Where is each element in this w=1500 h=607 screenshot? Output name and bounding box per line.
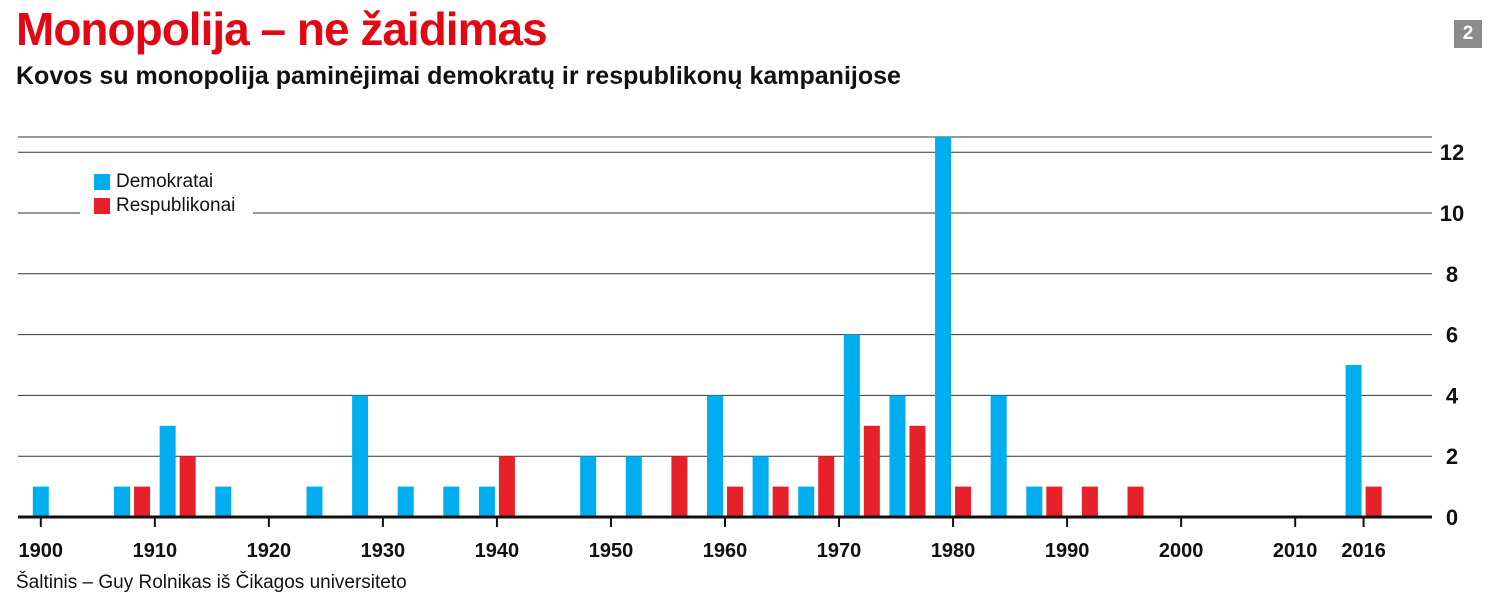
- bar-demokratai-1960: [707, 395, 723, 517]
- bar-demokratai-1936: [443, 486, 460, 517]
- y-tick-label: 2: [1446, 444, 1458, 469]
- y-tick-label: 4: [1446, 383, 1459, 408]
- chart-title: Monopolija – ne žaidimas: [16, 3, 548, 55]
- bar-demokratai-1964: [752, 456, 769, 517]
- x-tick-label: 1950: [589, 540, 634, 562]
- bar-respublikonai-1996: [1127, 486, 1144, 517]
- legend-label-respublikonai: Respublikonai: [116, 195, 236, 216]
- bar-demokratai-1980: [935, 137, 952, 517]
- bar-demokratai-1900: [32, 486, 49, 517]
- bar-respublikonai-1940: [498, 456, 515, 517]
- bar-demokratai-1984: [990, 395, 1007, 517]
- bar-demokratai-1976: [889, 395, 906, 517]
- x-tick-label: 1960: [703, 540, 748, 562]
- legend-swatch-respublikonai: [94, 198, 110, 214]
- legend-item-respublikonai: Respublikonai: [94, 194, 235, 218]
- x-tick-label: 2000: [1159, 540, 1204, 562]
- bar-respublikonai-1908: [134, 486, 151, 517]
- bar-respublikonai-1912: [179, 456, 196, 517]
- bar-respublikonai-2016: [1365, 486, 1382, 517]
- bar-demokratai-1912: [159, 425, 176, 517]
- x-tick-label: 1910: [133, 540, 178, 562]
- bar-respublikonai-1964: [772, 486, 789, 517]
- y-tick-label: 0: [1446, 505, 1458, 530]
- x-tick-label: 1940: [475, 540, 520, 562]
- bar-demokratai-1908: [114, 486, 131, 517]
- y-tick-label: 8: [1446, 262, 1458, 287]
- bar-respublikonai-1980: [955, 486, 972, 517]
- x-tick-label: 1920: [247, 540, 292, 562]
- legend-label-demokratai: Demokratai: [116, 171, 214, 192]
- x-tick-label: 1980: [931, 540, 976, 562]
- bar-demokratai-1948: [580, 456, 597, 517]
- chart-subtitle: Kovos su monopolija paminėjimai demokrat…: [16, 62, 901, 90]
- chart-legend: Demokratai Respublikonai: [80, 170, 254, 218]
- bar-respublikonai-1988: [1046, 486, 1063, 517]
- y-tick-label: 10: [1440, 201, 1464, 226]
- bar-demokratai-1932: [397, 486, 414, 517]
- legend-swatch-demokratai: [94, 174, 110, 190]
- source-note: Šaltinis – Guy Rolnikas iš Čikagos unive…: [16, 572, 407, 593]
- x-tick-label: 1970: [817, 540, 862, 562]
- x-tick-label: 2016: [1341, 540, 1386, 562]
- bar-demokratai-1972: [843, 334, 860, 517]
- bar-respublikonai-1976: [909, 425, 926, 517]
- x-tick-label: 1930: [361, 540, 406, 562]
- y-tick-label: 6: [1446, 323, 1458, 348]
- bar-respublikonai-1992: [1081, 486, 1098, 517]
- bar-demokratai-1924: [306, 486, 323, 517]
- bar-demokratai-1916: [215, 486, 232, 517]
- bar-demokratai-1988: [1026, 486, 1043, 517]
- y-tick-label: 12: [1440, 140, 1464, 165]
- bar-respublikonai-1972: [863, 425, 880, 517]
- x-tick-label: 1900: [19, 540, 64, 562]
- bar-respublikonai-1968: [818, 456, 835, 517]
- bar-respublikonai-1960: [727, 486, 743, 517]
- bar-respublikonai-1956: [671, 456, 688, 517]
- x-tick-label: 2010: [1273, 540, 1318, 562]
- figure-number-badge: 2: [1454, 20, 1482, 48]
- legend-item-demokratai: Demokratai: [94, 170, 235, 194]
- bar-demokratai-2016: [1345, 365, 1362, 517]
- x-tick-label: 1990: [1045, 540, 1090, 562]
- bar-demokratai-1952: [625, 456, 642, 517]
- bar-demokratai-1940: [478, 486, 495, 517]
- bar-demokratai-1928: [352, 395, 369, 517]
- bar-demokratai-1968: [798, 486, 815, 517]
